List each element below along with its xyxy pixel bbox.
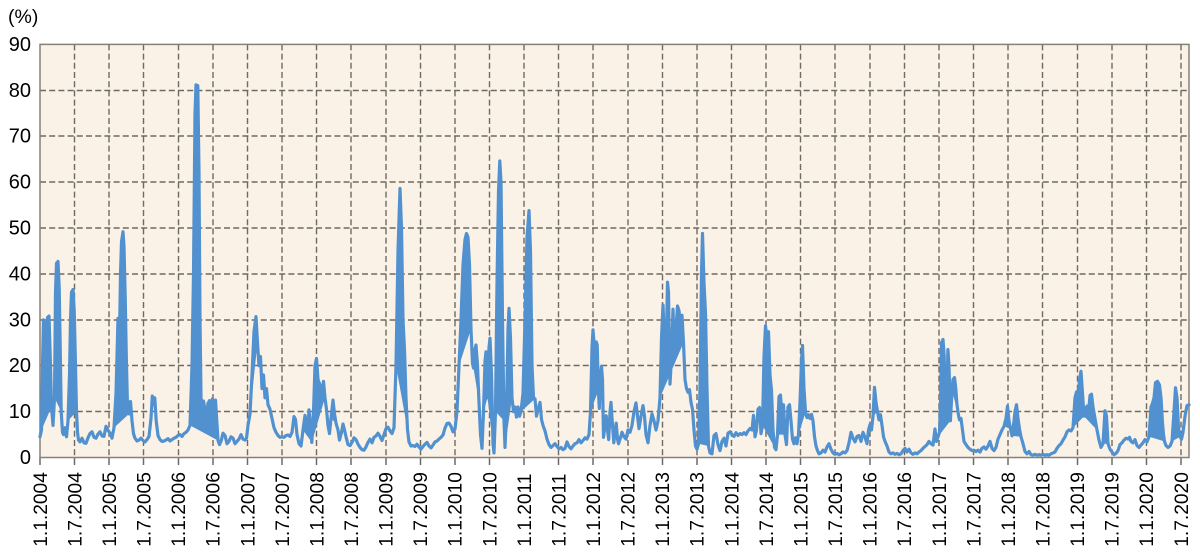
- svg-text:40: 40: [9, 263, 31, 285]
- svg-text:1.1.2004: 1.1.2004: [31, 472, 52, 547]
- svg-text:(%): (%): [8, 6, 38, 28]
- svg-text:1.1.2012: 1.1.2012: [584, 472, 605, 547]
- svg-text:70: 70: [9, 126, 31, 148]
- svg-text:1.1.2009: 1.1.2009: [377, 472, 398, 547]
- svg-text:30: 30: [9, 309, 31, 331]
- svg-text:1.1.2017: 1.1.2017: [930, 472, 951, 547]
- svg-text:1.1.2008: 1.1.2008: [307, 472, 328, 547]
- svg-text:1.1.2016: 1.1.2016: [861, 472, 882, 547]
- svg-text:50: 50: [9, 218, 31, 240]
- svg-text:90: 90: [9, 34, 31, 56]
- svg-text:1.7.2017: 1.7.2017: [964, 472, 985, 547]
- svg-text:1.1.2019: 1.1.2019: [1068, 472, 1089, 547]
- svg-text:1.7.2019: 1.7.2019: [1103, 472, 1124, 547]
- svg-text:1.7.2015: 1.7.2015: [826, 472, 847, 547]
- svg-text:1.7.2012: 1.7.2012: [619, 472, 640, 547]
- svg-text:1.1.2011: 1.1.2011: [515, 474, 536, 547]
- svg-text:1.1.2020: 1.1.2020: [1137, 472, 1158, 547]
- svg-text:1.1.2007: 1.1.2007: [238, 472, 259, 547]
- svg-text:1.1.2013: 1.1.2013: [653, 472, 674, 547]
- svg-text:1.7.2008: 1.7.2008: [342, 472, 363, 547]
- svg-text:1.1.2014: 1.1.2014: [722, 472, 743, 547]
- svg-text:1.1.2018: 1.1.2018: [999, 472, 1020, 547]
- svg-text:1.1.2015: 1.1.2015: [792, 472, 813, 547]
- svg-text:1.7.2018: 1.7.2018: [1034, 472, 1055, 547]
- svg-text:1.7.2006: 1.7.2006: [204, 472, 225, 547]
- svg-text:1.1.2010: 1.1.2010: [446, 472, 467, 547]
- svg-text:1.7.2016: 1.7.2016: [895, 472, 916, 547]
- svg-text:1.7.2020: 1.7.2020: [1172, 472, 1193, 547]
- svg-text:1.7.2013: 1.7.2013: [688, 472, 709, 547]
- svg-text:1.1.2005: 1.1.2005: [100, 472, 121, 547]
- svg-text:1.7.2004: 1.7.2004: [65, 472, 86, 547]
- svg-text:1.7.2009: 1.7.2009: [411, 472, 432, 547]
- svg-text:60: 60: [9, 172, 31, 194]
- svg-text:10: 10: [9, 401, 31, 423]
- svg-text:1.7.2011: 1.7.2011: [549, 474, 570, 547]
- svg-text:1.7.2005: 1.7.2005: [135, 472, 156, 547]
- svg-text:80: 80: [9, 80, 31, 102]
- svg-text:1.7.2007: 1.7.2007: [273, 472, 294, 547]
- svg-text:0: 0: [20, 447, 31, 469]
- svg-text:20: 20: [9, 355, 31, 377]
- svg-text:1.1.2006: 1.1.2006: [169, 472, 190, 547]
- svg-text:1.7.2010: 1.7.2010: [480, 472, 501, 547]
- svg-text:1.7.2014: 1.7.2014: [757, 472, 778, 547]
